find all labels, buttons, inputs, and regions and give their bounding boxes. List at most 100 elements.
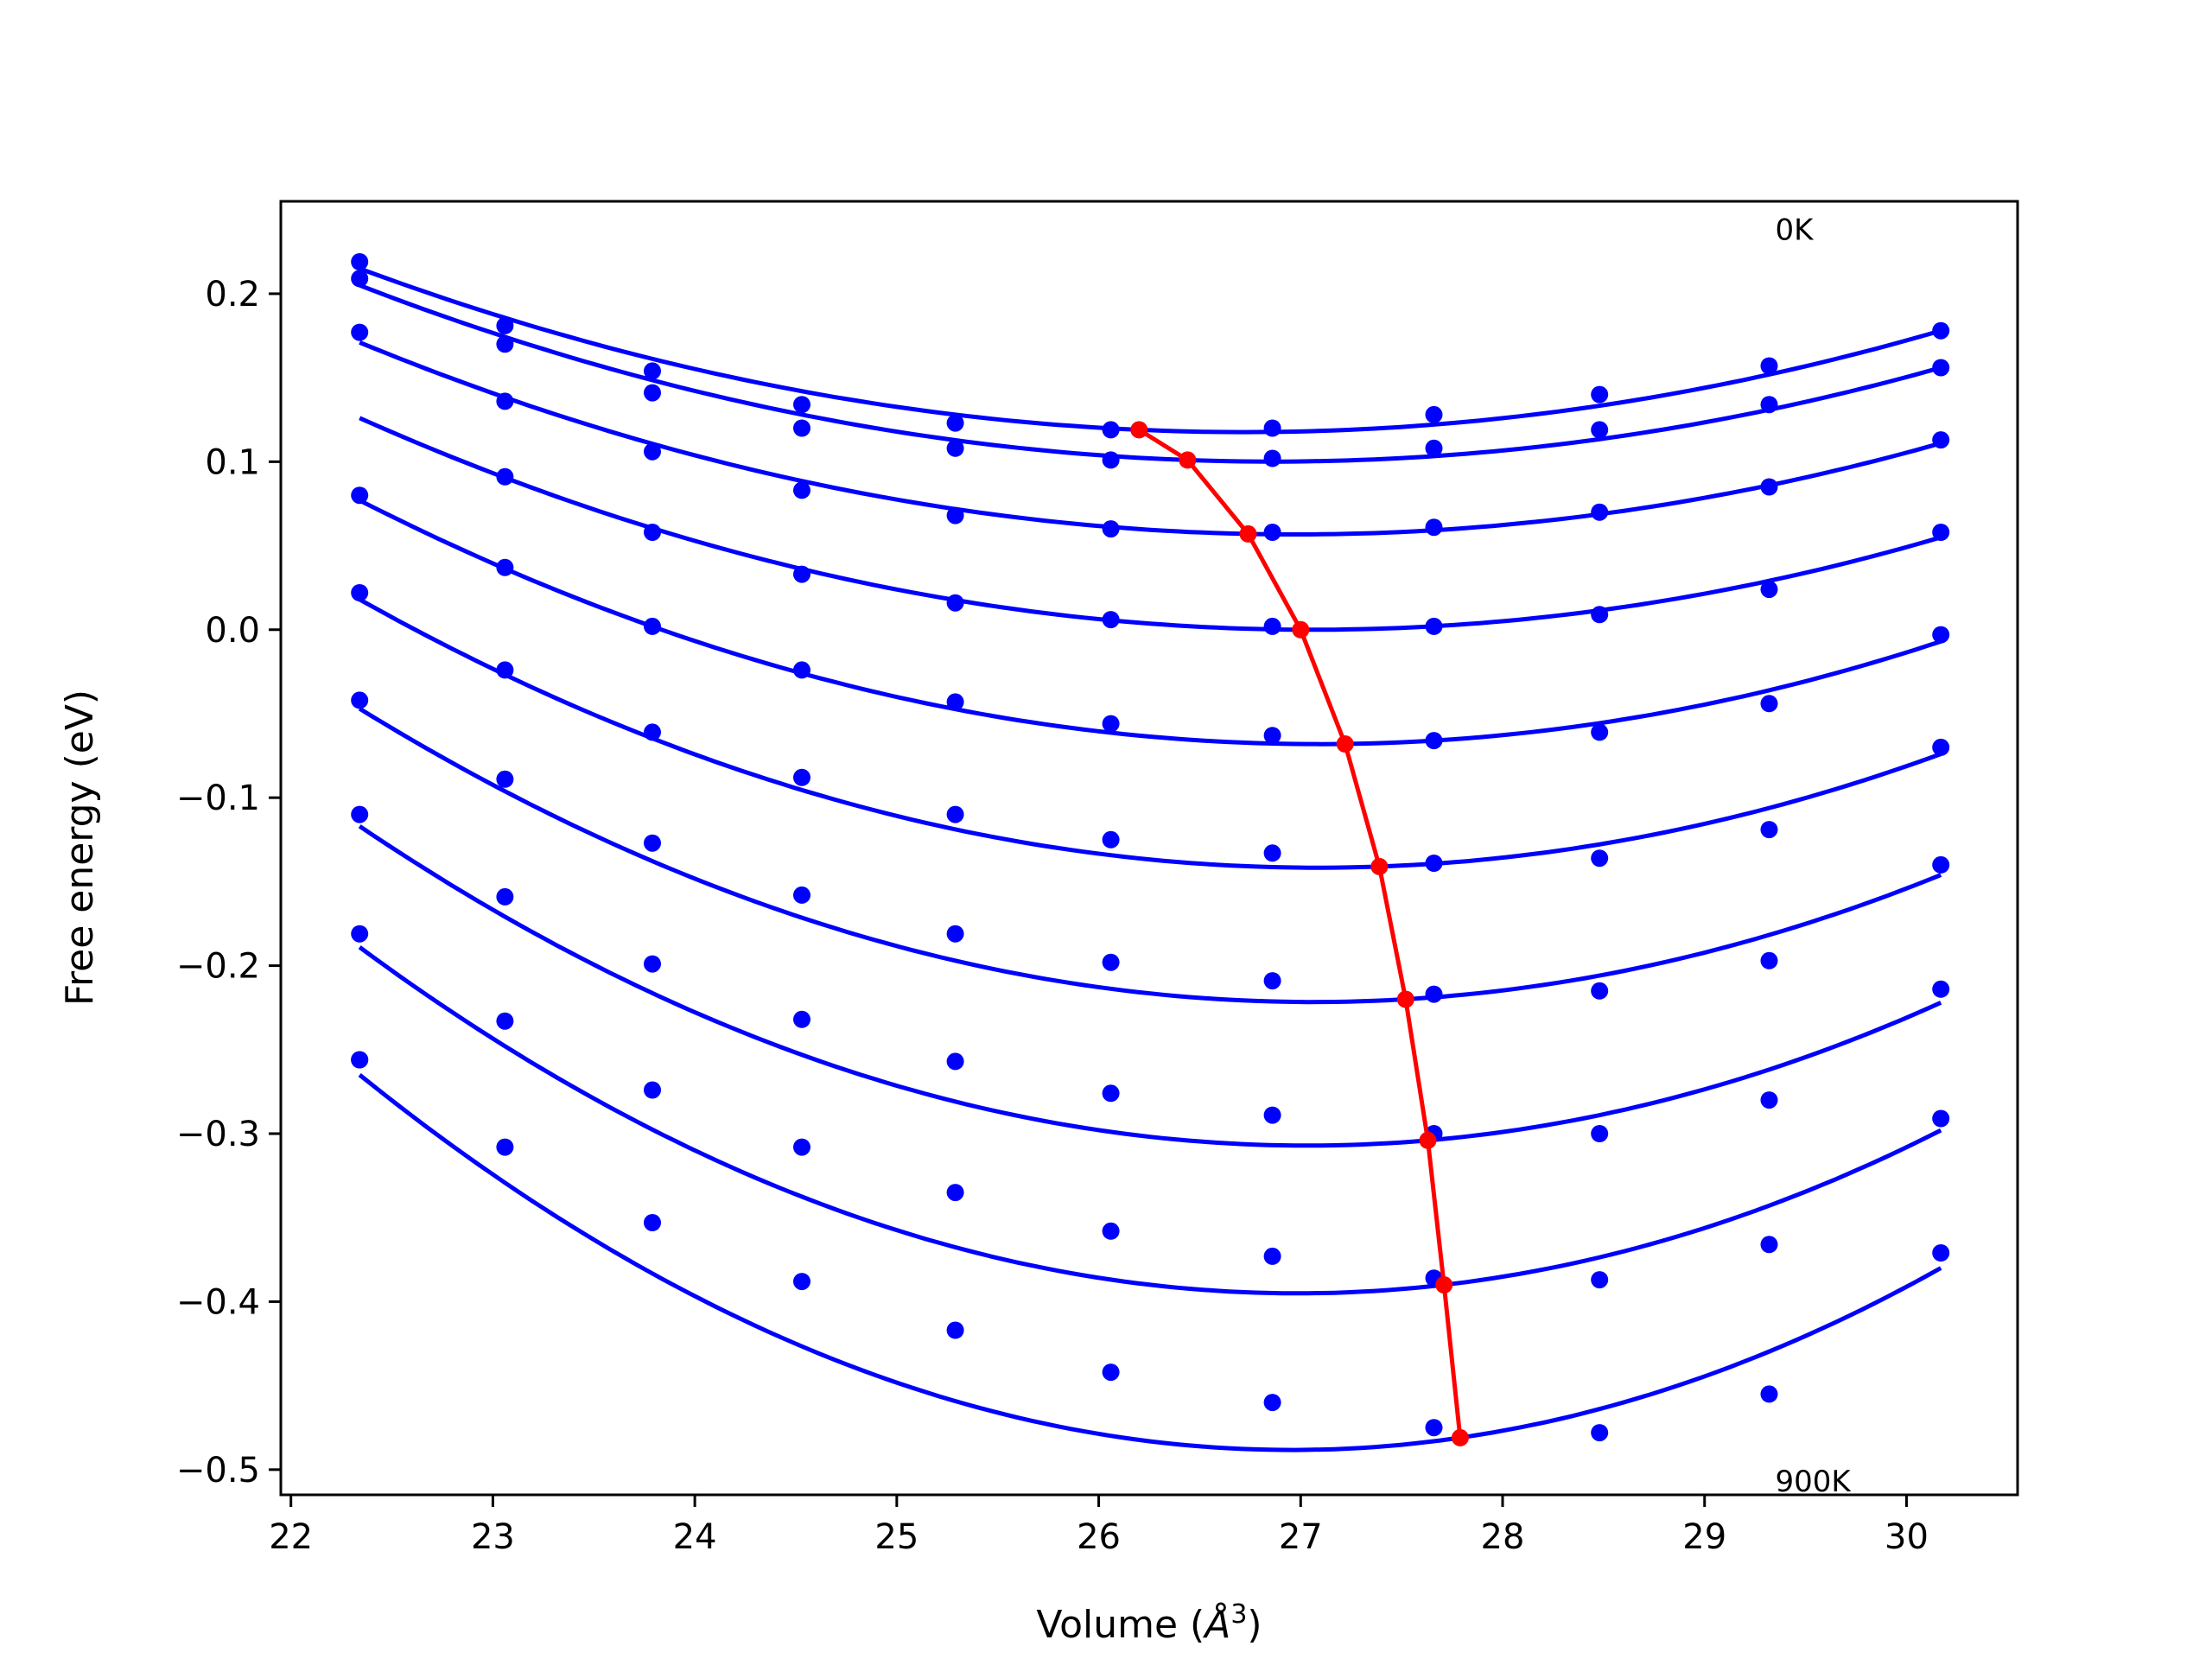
data-point-s9-2	[644, 1214, 661, 1231]
data-point-s4-8	[1591, 723, 1609, 741]
data-point-s3-9	[1760, 581, 1778, 599]
data-point-s2-2	[644, 442, 661, 461]
data-point-s1-9	[1760, 396, 1778, 414]
data-point-s8-4	[946, 1184, 964, 1202]
y-tick-label-0: 0.2	[205, 275, 260, 315]
data-point-s5-4	[946, 805, 964, 823]
data-point-s0-7	[1425, 405, 1443, 423]
data-point-s9-0	[351, 1051, 369, 1069]
data-point-s8-6	[1263, 1247, 1281, 1265]
data-point-s6-4	[946, 925, 964, 943]
data-point-s3-3	[793, 565, 810, 583]
x-tick-label-23: 23	[471, 1517, 515, 1557]
y-tick-label-7: −0.5	[176, 1451, 260, 1491]
data-point-s8-10	[1932, 1109, 1950, 1128]
data-point-s5-1	[496, 661, 514, 679]
data-point-s0-9	[1760, 357, 1778, 375]
data-point-s4-5	[1102, 715, 1120, 733]
fit-curve-2	[359, 340, 1942, 537]
data-point-s7-9	[1760, 1091, 1778, 1109]
x-tick-label-22: 22	[269, 1517, 313, 1557]
data-point-s2-1	[496, 392, 514, 410]
minimum-point-2	[1239, 524, 1257, 543]
data-point-s1-2	[644, 384, 661, 402]
x-tick-label-28: 28	[1481, 1517, 1525, 1557]
fit-curve-0	[359, 266, 1942, 435]
data-point-s0-5	[1102, 421, 1120, 439]
data-point-s5-8	[1591, 849, 1609, 868]
data-point-s1-6	[1263, 449, 1281, 467]
data-point-s8-5	[1102, 1222, 1120, 1240]
y-tick-label-1: 0.1	[205, 442, 260, 482]
y-tick-label-6: −0.4	[176, 1282, 260, 1322]
fit-curve-8	[358, 945, 1942, 1296]
minimum-point-7	[1419, 1131, 1437, 1149]
data-point-s8-8	[1591, 1271, 1609, 1289]
data-point-s0-8	[1591, 385, 1609, 404]
data-point-s1-1	[496, 335, 514, 353]
x-tick-label-30: 30	[1885, 1517, 1929, 1557]
data-point-s5-3	[793, 768, 810, 786]
data-point-s7-1	[496, 887, 514, 906]
data-point-s9-8	[1591, 1424, 1609, 1442]
data-point-s6-0	[351, 805, 369, 823]
data-point-s1-0	[351, 270, 369, 288]
y-tick-label-2: 0.0	[205, 611, 260, 651]
data-point-s3-6	[1263, 617, 1281, 635]
data-point-s0-2	[644, 362, 661, 380]
data-point-s5-2	[644, 723, 661, 741]
data-point-s2-6	[1263, 524, 1281, 541]
data-point-s3-4	[946, 594, 964, 612]
x-tick-label-25: 25	[874, 1517, 918, 1557]
y-axis-label: Free energy (eV)	[58, 690, 102, 1006]
x-tick-label-24: 24	[673, 1517, 717, 1557]
minimum-point-4	[1336, 735, 1354, 753]
data-point-s1-4	[946, 439, 964, 457]
data-point-s8-3	[793, 1138, 810, 1156]
data-point-s5-5	[1102, 830, 1120, 849]
data-point-s4-7	[1425, 732, 1443, 750]
data-point-s8-9	[1760, 1236, 1778, 1254]
data-point-s3-2	[644, 524, 661, 541]
data-point-s2-9	[1760, 478, 1778, 496]
plot-frame	[279, 200, 2019, 1497]
data-point-s3-5	[1102, 611, 1120, 629]
data-point-s6-3	[793, 886, 810, 904]
data-point-s9-5	[1102, 1363, 1120, 1382]
annotation-0k: 0K	[1776, 213, 1815, 248]
data-point-s1-5	[1102, 451, 1120, 469]
minimum-point-0	[1130, 421, 1148, 439]
data-point-s2-3	[793, 481, 810, 499]
data-point-s4-10	[1932, 626, 1950, 644]
minimum-point-6	[1396, 990, 1414, 1008]
data-point-s9-3	[793, 1273, 810, 1291]
data-point-s1-8	[1591, 421, 1609, 439]
fit-curve-4	[359, 498, 1942, 747]
data-point-s3-10	[1932, 524, 1950, 541]
minimum-point-3	[1292, 620, 1310, 639]
x-tick-label-29: 29	[1682, 1517, 1726, 1557]
data-point-s3-7	[1425, 617, 1443, 635]
data-point-s0-1	[496, 316, 514, 334]
data-point-s7-4	[946, 1052, 964, 1071]
data-point-s6-8	[1591, 982, 1609, 1000]
x-tick-label-26: 26	[1077, 1517, 1121, 1557]
data-point-s4-3	[793, 661, 810, 679]
data-point-s5-10	[1932, 738, 1950, 756]
data-point-s4-4	[946, 693, 964, 711]
minimum-point-8	[1435, 1276, 1453, 1294]
data-point-s4-0	[351, 584, 369, 601]
x-tick-label-27: 27	[1279, 1517, 1323, 1557]
data-point-s4-9	[1760, 695, 1778, 713]
data-point-s8-2	[644, 1081, 661, 1099]
fit-curve-9	[358, 1073, 1942, 1452]
data-point-s9-7	[1425, 1419, 1443, 1437]
data-point-s7-5	[1102, 1084, 1120, 1103]
minimum-point-5	[1370, 857, 1389, 875]
y-tick-label-3: −0.1	[176, 779, 260, 818]
data-point-s5-9	[1760, 821, 1778, 839]
data-point-s1-3	[793, 419, 810, 437]
data-point-s1-10	[1932, 359, 1950, 377]
